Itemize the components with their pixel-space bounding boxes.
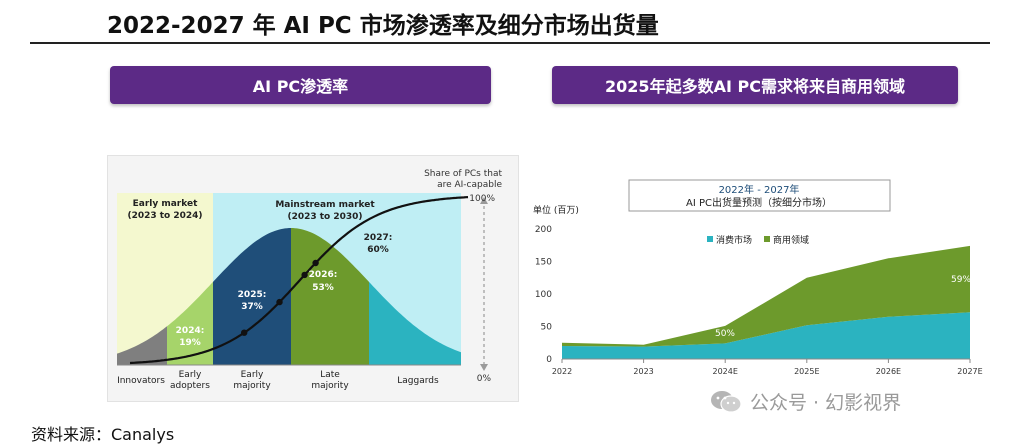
segment-label-laggards: Laggards bbox=[397, 376, 439, 386]
segment-label-innovators: Innovators bbox=[117, 376, 165, 386]
x-tick-label: 2024E bbox=[712, 367, 737, 376]
share-0-label: 0% bbox=[477, 374, 492, 384]
segment-label-early-majority-2: majority bbox=[233, 381, 271, 391]
legend-consumer-swatch bbox=[707, 236, 713, 242]
y-tick-label: 200 bbox=[535, 225, 552, 235]
left-chart-header-label: AI PC渗透率 bbox=[252, 77, 349, 96]
consumer-area bbox=[562, 312, 970, 359]
x-tick-label: 2027E bbox=[957, 367, 982, 376]
shipment-title-line1: 2022年 - 2027年 bbox=[719, 183, 800, 196]
title-divider bbox=[30, 42, 990, 44]
watermark: 公众号 · 幻影视界 bbox=[710, 388, 901, 415]
x-tick-label: 2023 bbox=[633, 367, 653, 376]
point-2024-value: 19% bbox=[179, 338, 201, 348]
right-chart-header-label: 2025年起多数AI PC需求将来自商用领域 bbox=[605, 77, 905, 96]
share-axis-arrow-bottom bbox=[480, 364, 488, 371]
share-100-label: 100% bbox=[469, 194, 495, 204]
segment-label-late-majority-1: Late bbox=[320, 370, 340, 380]
mainstream-market-years: (2023 to 2030) bbox=[287, 212, 362, 222]
point-2026-year: 2026: bbox=[309, 270, 338, 280]
mainstream-market-title: Mainstream market bbox=[275, 200, 375, 210]
legend-commercial-swatch bbox=[764, 236, 770, 242]
shipment-ylabel: 单位 (百万) bbox=[533, 204, 579, 216]
source-note: 资料来源：Canalys bbox=[31, 425, 175, 444]
annotation-2024-share: 50% bbox=[715, 329, 735, 339]
y-tick-label: 100 bbox=[535, 290, 552, 300]
shipment-title-box bbox=[628, 179, 891, 212]
adoption-s-curve bbox=[129, 196, 469, 365]
left-chart-header: AI PC渗透率 bbox=[110, 66, 491, 104]
legend-commercial-label: 商用领域 bbox=[773, 234, 809, 246]
page-title: 2022-2027 年 AI PC 市场渗透率及细分市场出货量 bbox=[107, 13, 659, 39]
x-tick-label: 2026E bbox=[876, 367, 901, 376]
curve-point-2 bbox=[301, 271, 308, 279]
share-label-top: Share of PCs that bbox=[424, 169, 502, 179]
curve-point-1 bbox=[276, 298, 283, 306]
point-2026-value: 53% bbox=[312, 283, 334, 293]
point-2024-year: 2024: bbox=[176, 326, 205, 336]
shipment-title-line2: AI PC出货量预测（按细分市场） bbox=[686, 196, 832, 209]
y-tick-label: 150 bbox=[535, 258, 552, 268]
y-tick-label: 0 bbox=[546, 355, 552, 365]
point-2025-value: 37% bbox=[241, 302, 263, 312]
curve-point-3 bbox=[312, 259, 319, 267]
share-axis-arrow-top bbox=[480, 197, 488, 204]
curve-point-0 bbox=[241, 329, 248, 336]
point-2027-value: 60% bbox=[367, 245, 389, 255]
segment-label-early-adopters-2: adopters bbox=[170, 381, 210, 391]
segment-label-early-majority-1: Early bbox=[241, 370, 264, 380]
x-tick-label: 2022 bbox=[552, 367, 572, 376]
y-tick-label: 50 bbox=[541, 323, 553, 333]
watermark-text: 公众号 · 幻影视界 bbox=[750, 392, 902, 414]
right-chart-header: 2025年起多数AI PC需求将来自商用领域 bbox=[552, 66, 958, 104]
wechat-icon bbox=[711, 390, 742, 413]
annotation-2027-share: 59% bbox=[951, 275, 971, 285]
x-tick-label: 2025E bbox=[794, 367, 819, 376]
share-label-bottom: are AI-capable bbox=[437, 180, 502, 190]
segment-label-early-adopters-1: Early bbox=[179, 370, 202, 380]
point-2027-year: 2027: bbox=[364, 233, 393, 243]
legend-consumer-label: 消费市场 bbox=[716, 234, 752, 246]
early-market-years: (2023 to 2024) bbox=[127, 211, 202, 221]
early-market-title: Early market bbox=[133, 199, 198, 209]
point-2025-year: 2025: bbox=[238, 290, 267, 300]
commercial-area bbox=[562, 245, 970, 347]
segment-label-late-majority-2: majority bbox=[311, 381, 349, 391]
